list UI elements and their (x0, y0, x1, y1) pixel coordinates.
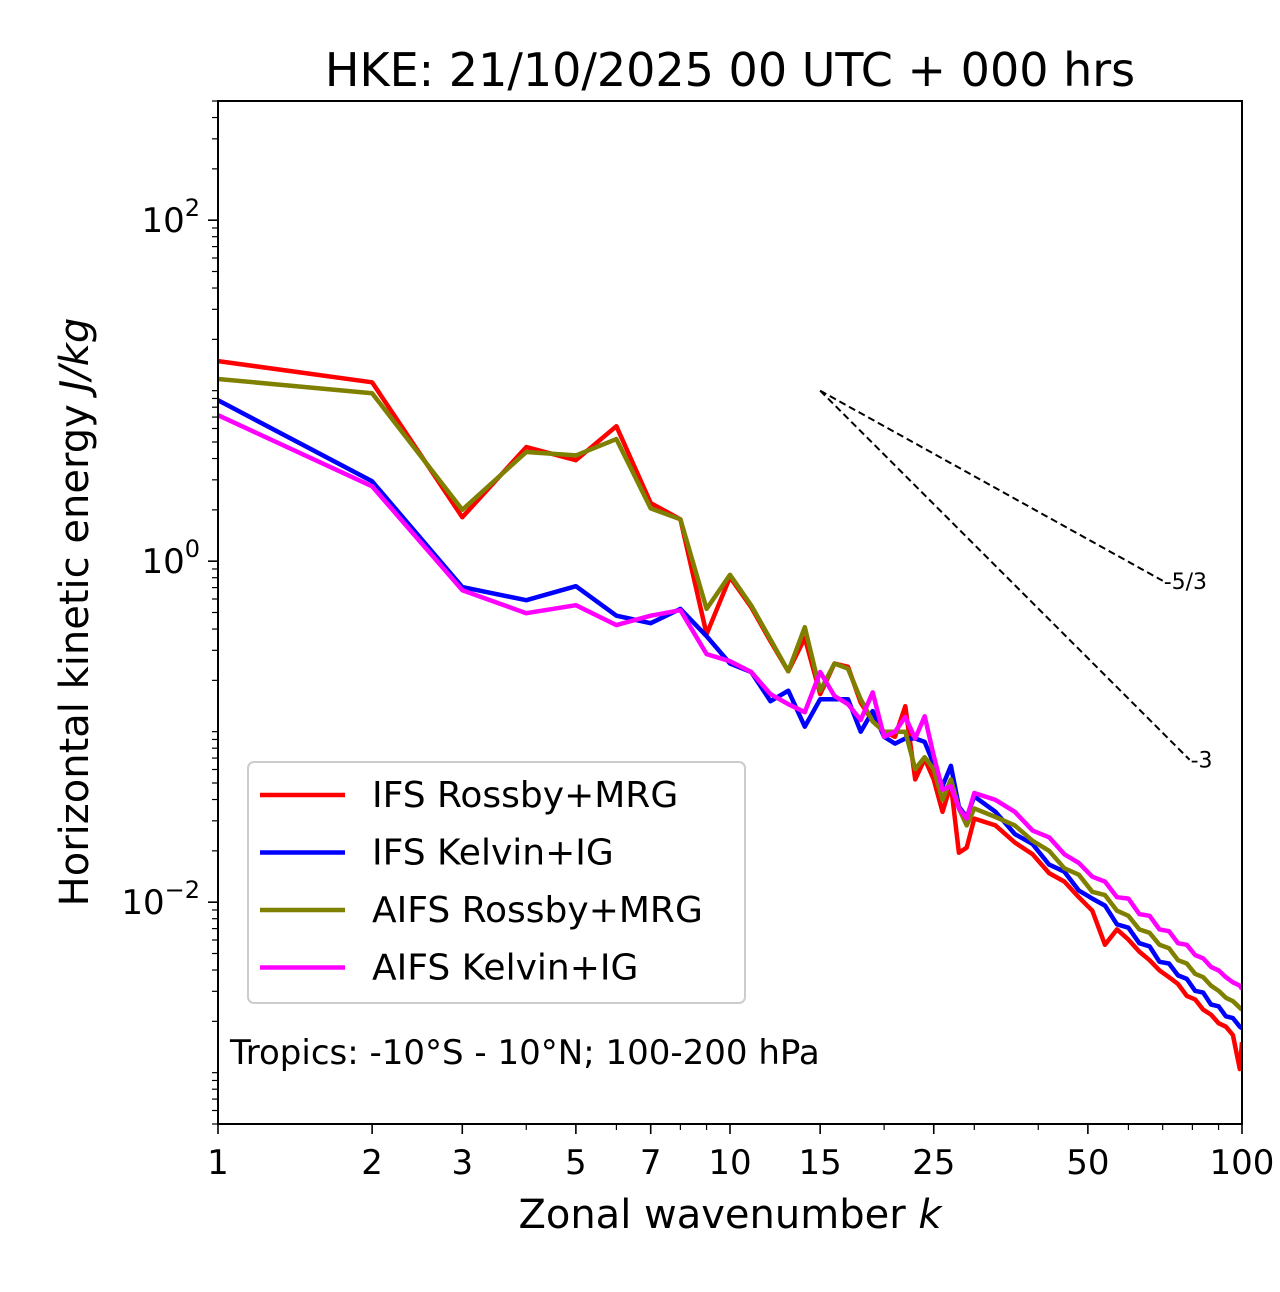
reference-slope-lines (819, 389, 1191, 761)
region-annotation: Tropics: -10°S - 10°N; 100-200 hPa (229, 1033, 820, 1073)
chart-title: HKE: 21/10/2025 00 UTC + 000 hrs (325, 43, 1135, 97)
legend-label: AIFS Kelvin+IG (372, 948, 638, 989)
legend-label: IFS Rossby+MRG (372, 775, 678, 816)
x-tick-label: 7 (640, 1143, 662, 1183)
x-axis-label: Zonal wavenumber k (518, 1192, 943, 1238)
x-tick-label: 15 (799, 1143, 842, 1183)
reference-line (819, 389, 1191, 761)
y-tick-label: 100 (141, 535, 200, 582)
reference-line-label: -3 (1191, 749, 1213, 774)
reference-line (819, 389, 1164, 582)
x-tick-label: 3 (451, 1143, 473, 1183)
data-series (218, 358, 1242, 1072)
y-axis-label: Horizontal kinetic energy J/kg (52, 318, 98, 907)
legend: IFS Rossby+MRG IFS Kelvin+IG AIFS Rossby+M… (247, 761, 746, 1004)
plot-frame (217, 100, 1243, 1125)
x-tick-label: 100 (1210, 1143, 1275, 1183)
reference-slope-labels: -5/3 -3 (1164, 570, 1213, 774)
series-line-4 (218, 413, 1242, 991)
legend-label: AIFS Rossby+MRG (372, 890, 703, 931)
x-tick-label: 1 (207, 1143, 229, 1183)
y-tick-label: 10−2 (121, 876, 200, 923)
x-tick-label: 25 (912, 1143, 955, 1183)
series-line-1 (218, 358, 1242, 1072)
x-tick-label: 10 (708, 1143, 751, 1183)
y-tick-label: 102 (141, 194, 200, 241)
x-tick-label: 50 (1066, 1143, 1109, 1183)
axis-ticks: 1 2 3 5 7 10 15 25 50 100 10−2 100 102 (121, 100, 1275, 1183)
legend-label: IFS Kelvin+IG (372, 833, 614, 874)
reference-line-label: -5/3 (1164, 570, 1207, 595)
x-tick-label: 2 (361, 1143, 383, 1183)
x-tick-label: 5 (565, 1143, 587, 1183)
